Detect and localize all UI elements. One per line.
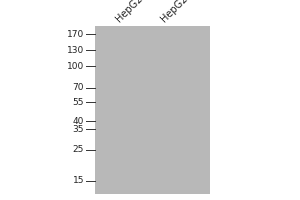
- Text: 100: 100: [67, 62, 84, 71]
- Text: 40: 40: [73, 117, 84, 126]
- Text: 25: 25: [73, 145, 84, 154]
- Text: 170: 170: [67, 30, 84, 39]
- Text: 130: 130: [67, 46, 84, 55]
- Text: 15: 15: [73, 176, 84, 185]
- Text: 70: 70: [73, 83, 84, 92]
- Text: HepG2: HepG2: [114, 0, 145, 24]
- Text: 55: 55: [73, 98, 84, 107]
- Text: HepG2: HepG2: [159, 0, 190, 24]
- Text: 35: 35: [73, 125, 84, 134]
